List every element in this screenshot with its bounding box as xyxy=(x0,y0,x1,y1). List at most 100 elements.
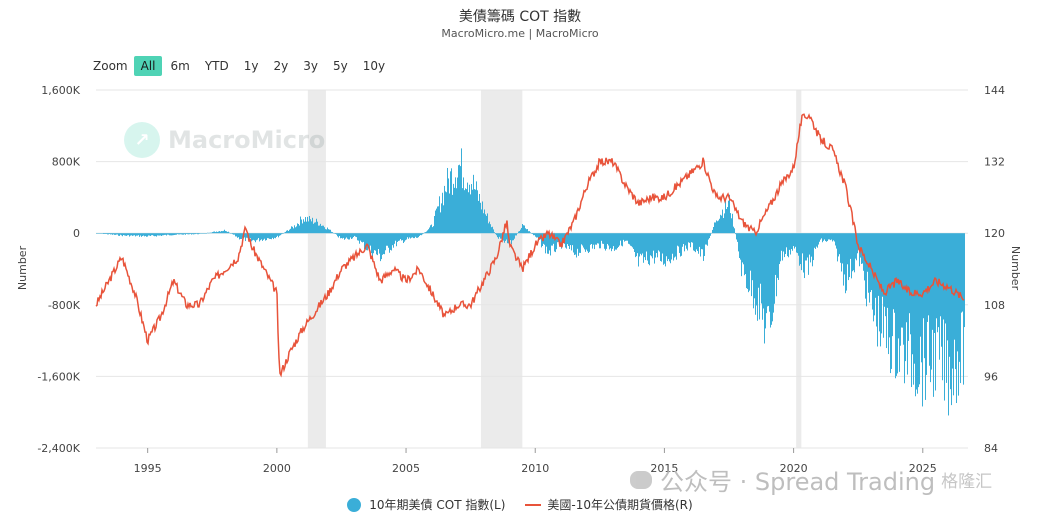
cot-bar xyxy=(529,231,530,234)
cot-bar xyxy=(475,189,476,234)
cot-bar xyxy=(440,212,441,234)
zoom-all-button[interactable]: All xyxy=(133,56,163,76)
cot-bar xyxy=(530,232,531,234)
cot-bar xyxy=(935,233,936,391)
cot-bar xyxy=(224,229,225,234)
cot-bar xyxy=(849,233,850,278)
cot-bar xyxy=(850,233,851,259)
cot-bar xyxy=(646,233,647,252)
cot-bar xyxy=(361,233,362,242)
cot-bar xyxy=(634,233,635,253)
legend-item-cot[interactable]: 10年期美債 COT 指數(L) xyxy=(347,496,505,513)
cot-bar xyxy=(194,233,195,235)
cot-bar xyxy=(664,233,665,264)
cot-bar xyxy=(173,233,174,236)
zoom-6m-button[interactable]: 6m xyxy=(170,59,190,73)
cot-bar xyxy=(205,233,206,234)
cot-bar xyxy=(120,233,121,235)
cot-bar xyxy=(221,231,222,234)
cot-bar xyxy=(465,188,466,234)
cot-bar xyxy=(331,231,332,234)
cot-bar xyxy=(368,233,369,247)
cot-bar xyxy=(803,233,804,273)
cot-bar xyxy=(597,233,598,244)
cot-bar xyxy=(313,223,314,234)
cot-bar xyxy=(346,233,347,238)
cot-bar xyxy=(926,233,927,375)
cot-bar xyxy=(403,233,404,244)
cot-bar xyxy=(831,233,832,240)
cot-bar xyxy=(702,233,703,250)
cot-bar xyxy=(121,233,122,236)
x-tick-label: 2015 xyxy=(650,462,678,475)
legend-item-price[interactable]: 美國-10年公債期貨價格(R) xyxy=(525,496,693,513)
cot-bar xyxy=(126,233,127,236)
cot-bar xyxy=(951,233,952,406)
zoom-10y-button[interactable]: 10y xyxy=(362,59,386,73)
cot-bar xyxy=(384,233,385,255)
cot-bar xyxy=(563,233,564,242)
cot-bar xyxy=(145,233,146,236)
cot-bar xyxy=(521,227,522,234)
cot-bar xyxy=(918,233,919,388)
cot-bar xyxy=(181,233,182,235)
cot-bar xyxy=(511,233,512,245)
cot-bar xyxy=(576,233,577,258)
cot-bar xyxy=(612,233,613,249)
cot-bar xyxy=(526,229,527,234)
cot-bar xyxy=(323,225,324,234)
cot-bar xyxy=(150,233,151,237)
cot-bar xyxy=(865,233,866,299)
cot-bar xyxy=(762,233,763,320)
cot-bar xyxy=(308,221,309,234)
zoom-5y-button[interactable]: 5y xyxy=(332,59,348,73)
zoom-ytd-button[interactable]: YTD xyxy=(204,59,229,73)
cot-bar xyxy=(326,229,327,234)
cot-bar xyxy=(660,233,661,261)
zoom-label: Zoom xyxy=(93,59,128,73)
cot-bar xyxy=(570,233,571,246)
cot-bar xyxy=(663,233,664,265)
cot-bar xyxy=(419,233,420,236)
cot-bar xyxy=(123,233,124,236)
cot-bar xyxy=(815,233,816,249)
cot-bar xyxy=(641,233,642,256)
cot-bar xyxy=(952,233,953,369)
cot-bar xyxy=(721,215,722,234)
zoom-2y-button[interactable]: 2y xyxy=(273,59,289,73)
cot-bar xyxy=(413,233,414,239)
cot-bar xyxy=(697,233,698,252)
cot-bar xyxy=(300,216,301,234)
cot-bar xyxy=(144,233,145,237)
cot-bar xyxy=(481,209,482,234)
cot-bar xyxy=(429,227,430,234)
cot-bar xyxy=(479,193,480,234)
cot-bar xyxy=(305,217,306,234)
zoom-3y-button[interactable]: 3y xyxy=(303,59,318,73)
cot-bar xyxy=(390,233,391,250)
cot-bar xyxy=(498,233,499,239)
cot-bar xyxy=(731,218,732,234)
cot-bar xyxy=(684,233,685,252)
cot-bar xyxy=(941,233,942,347)
cot-bar xyxy=(267,233,268,239)
cot-bar xyxy=(424,232,425,234)
cot-bar xyxy=(595,233,596,245)
cot-bar xyxy=(596,233,597,245)
cot-bar xyxy=(261,233,262,240)
cot-bar xyxy=(166,233,167,236)
cot-bar xyxy=(347,233,348,239)
cot-bar xyxy=(280,233,281,236)
cot-bar xyxy=(603,233,604,244)
cot-bar xyxy=(917,233,918,394)
cot-bar xyxy=(734,228,735,234)
cot-bar xyxy=(556,233,557,250)
cot-bar xyxy=(922,233,923,407)
zoom-1y-button[interactable]: 1y xyxy=(243,59,259,73)
cot-bar xyxy=(223,230,224,234)
cot-bar xyxy=(808,233,809,275)
cot-bar xyxy=(263,233,264,240)
cot-bar xyxy=(545,233,546,254)
cot-bar xyxy=(653,233,654,251)
cot-bar xyxy=(625,233,626,241)
